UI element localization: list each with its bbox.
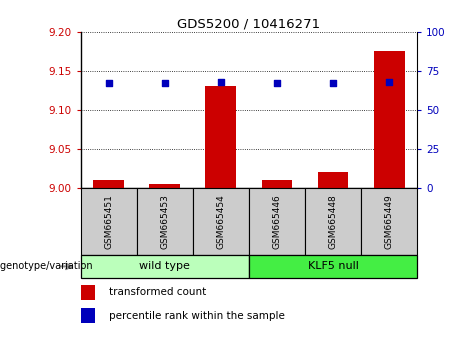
- Bar: [193, 188, 249, 255]
- Bar: [149, 184, 180, 188]
- Bar: [81, 188, 137, 255]
- Text: GSM665454: GSM665454: [216, 194, 225, 249]
- Bar: [249, 255, 417, 278]
- Point: [161, 80, 168, 86]
- Bar: [305, 188, 361, 255]
- Bar: [81, 308, 95, 323]
- Bar: [137, 188, 193, 255]
- Bar: [93, 180, 124, 188]
- Bar: [81, 285, 95, 300]
- Bar: [81, 255, 249, 278]
- Text: GSM665451: GSM665451: [104, 194, 113, 249]
- Bar: [361, 188, 417, 255]
- Text: percentile rank within the sample: percentile rank within the sample: [109, 311, 285, 321]
- Point: [385, 79, 393, 85]
- Text: GSM665448: GSM665448: [329, 194, 337, 249]
- Text: GSM665446: GSM665446: [272, 194, 282, 249]
- Bar: [318, 172, 349, 188]
- Text: genotype/variation: genotype/variation: [0, 261, 96, 272]
- Text: GSM665449: GSM665449: [384, 194, 394, 249]
- Title: GDS5200 / 10416271: GDS5200 / 10416271: [177, 18, 320, 31]
- Bar: [249, 188, 305, 255]
- Bar: [374, 51, 405, 188]
- Point: [329, 80, 337, 86]
- Text: GSM665453: GSM665453: [160, 194, 169, 249]
- Point: [217, 79, 225, 85]
- Bar: [261, 180, 292, 188]
- Text: transformed count: transformed count: [109, 287, 206, 297]
- Point: [105, 80, 112, 86]
- Text: KLF5 null: KLF5 null: [307, 261, 359, 272]
- Point: [273, 80, 281, 86]
- Bar: [206, 86, 236, 188]
- Text: wild type: wild type: [139, 261, 190, 272]
